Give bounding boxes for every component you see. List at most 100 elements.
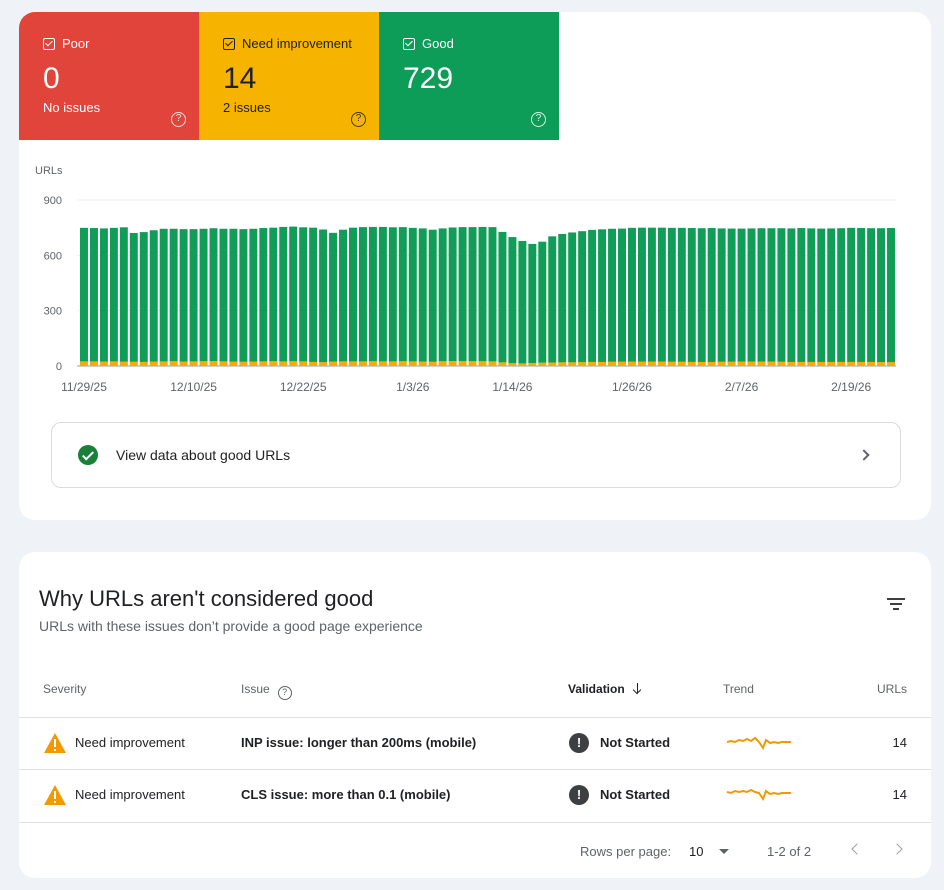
bar-need-improvement[interactable] [299, 361, 308, 366]
bar-good[interactable] [229, 228, 238, 362]
bar-good[interactable] [657, 227, 666, 362]
bar-need-improvement[interactable] [737, 361, 746, 366]
bar-need-improvement[interactable] [598, 361, 607, 366]
bar-need-improvement[interactable] [448, 361, 457, 366]
bar-good[interactable] [767, 228, 776, 362]
help-icon[interactable]: ? [171, 112, 186, 127]
bar-good[interactable] [887, 228, 896, 363]
severity-header[interactable]: Severity [43, 682, 87, 696]
bar-good[interactable] [149, 230, 158, 362]
need-improvement-tile[interactable]: Need improvement 14 2 issues ? [199, 12, 379, 140]
bar-good[interactable] [538, 241, 547, 363]
bar-need-improvement[interactable] [418, 361, 427, 366]
bar-need-improvement[interactable] [109, 361, 118, 366]
bar-need-improvement[interactable] [667, 361, 676, 366]
bar-need-improvement[interactable] [269, 361, 278, 366]
bar-good[interactable] [877, 228, 886, 363]
bar-good[interactable] [159, 228, 168, 362]
bar-good[interactable] [358, 227, 367, 362]
bar-good[interactable] [438, 228, 447, 362]
bar-need-improvement[interactable] [458, 361, 467, 366]
bar-need-improvement[interactable] [747, 361, 756, 366]
bar-need-improvement[interactable] [378, 361, 387, 366]
bar-need-improvement[interactable] [588, 361, 597, 366]
bar-good[interactable] [309, 227, 318, 362]
table-row[interactable]: Need improvement CLS issue: more than 0.… [19, 769, 931, 821]
good-tile[interactable]: Good 729 ? [379, 12, 559, 140]
bar-need-improvement[interactable] [518, 363, 527, 366]
bar-need-improvement[interactable] [827, 361, 836, 366]
bar-good[interactable] [578, 231, 587, 363]
bar-good[interactable] [259, 228, 268, 362]
bar-good[interactable] [637, 227, 646, 362]
bar-need-improvement[interactable] [388, 361, 397, 366]
bar-good[interactable] [867, 228, 876, 362]
bar-need-improvement[interactable] [727, 361, 736, 366]
sort-arrow-down-icon[interactable] [633, 683, 643, 695]
bar-need-improvement[interactable] [189, 361, 198, 366]
bar-good[interactable] [558, 233, 567, 363]
bar-need-improvement[interactable] [847, 361, 856, 366]
bar-need-improvement[interactable] [657, 361, 666, 366]
bar-good[interactable] [837, 228, 846, 362]
bar-good[interactable] [598, 229, 607, 362]
bar-good[interactable] [209, 228, 218, 362]
bar-need-improvement[interactable] [568, 362, 577, 366]
bar-need-improvement[interactable] [687, 361, 696, 366]
bar-need-improvement[interactable] [877, 362, 886, 366]
bar-good[interactable] [169, 228, 178, 362]
bar-good[interactable] [249, 228, 258, 362]
bar-good[interactable] [388, 227, 397, 362]
bar-need-improvement[interactable] [837, 361, 846, 366]
bar-need-improvement[interactable] [229, 361, 238, 366]
bar-need-improvement[interactable] [289, 361, 298, 366]
bar-need-improvement[interactable] [209, 361, 218, 366]
bar-need-improvement[interactable] [279, 361, 288, 366]
bar-good[interactable] [697, 228, 706, 362]
bar-need-improvement[interactable] [319, 362, 328, 366]
bar-good[interactable] [378, 226, 387, 362]
bar-need-improvement[interactable] [309, 361, 318, 366]
bar-need-improvement[interactable] [538, 362, 547, 366]
help-icon[interactable]: ? [531, 112, 546, 127]
bar-good[interactable] [129, 233, 138, 362]
bar-need-improvement[interactable] [807, 361, 816, 366]
bar-good[interactable] [498, 231, 507, 363]
bar-good[interactable] [857, 228, 866, 362]
chevron-left-icon[interactable] [851, 843, 863, 855]
bar-good[interactable] [727, 228, 736, 362]
bar-good[interactable] [239, 229, 248, 362]
bar-good[interactable] [458, 227, 467, 362]
bar-good[interactable] [568, 232, 577, 363]
bar-need-improvement[interactable] [618, 361, 626, 366]
bar-good[interactable] [847, 227, 856, 362]
bar-need-improvement[interactable] [757, 361, 766, 366]
bar-good[interactable] [807, 228, 816, 362]
help-icon[interactable]: ? [351, 112, 366, 127]
bar-good[interactable] [747, 228, 756, 362]
bar-good[interactable] [428, 229, 437, 362]
bar-good[interactable] [119, 227, 128, 362]
validation-header[interactable]: Validation [568, 682, 643, 696]
bar-good[interactable] [189, 229, 198, 362]
bar-good[interactable] [199, 228, 208, 362]
bar-good[interactable] [139, 232, 148, 362]
bar-need-improvement[interactable] [697, 361, 706, 366]
bar-good[interactable] [618, 228, 626, 362]
bar-good[interactable] [408, 227, 417, 362]
bar-need-improvement[interactable] [707, 361, 716, 366]
bar-need-improvement[interactable] [468, 361, 477, 366]
bar-good[interactable] [627, 227, 636, 362]
bar-good[interactable] [777, 228, 786, 362]
bar-need-improvement[interactable] [438, 361, 447, 366]
bar-need-improvement[interactable] [89, 361, 98, 366]
view-good-urls-link[interactable]: View data about good URLs [51, 422, 901, 488]
bar-good[interactable] [79, 227, 88, 362]
bar-need-improvement[interactable] [119, 361, 128, 366]
bar-need-improvement[interactable] [149, 361, 158, 366]
bar-need-improvement[interactable] [717, 361, 726, 366]
bar-good[interactable] [179, 229, 188, 362]
bar-need-improvement[interactable] [627, 361, 636, 366]
bar-good[interactable] [797, 228, 806, 362]
bar-need-improvement[interactable] [608, 361, 617, 366]
